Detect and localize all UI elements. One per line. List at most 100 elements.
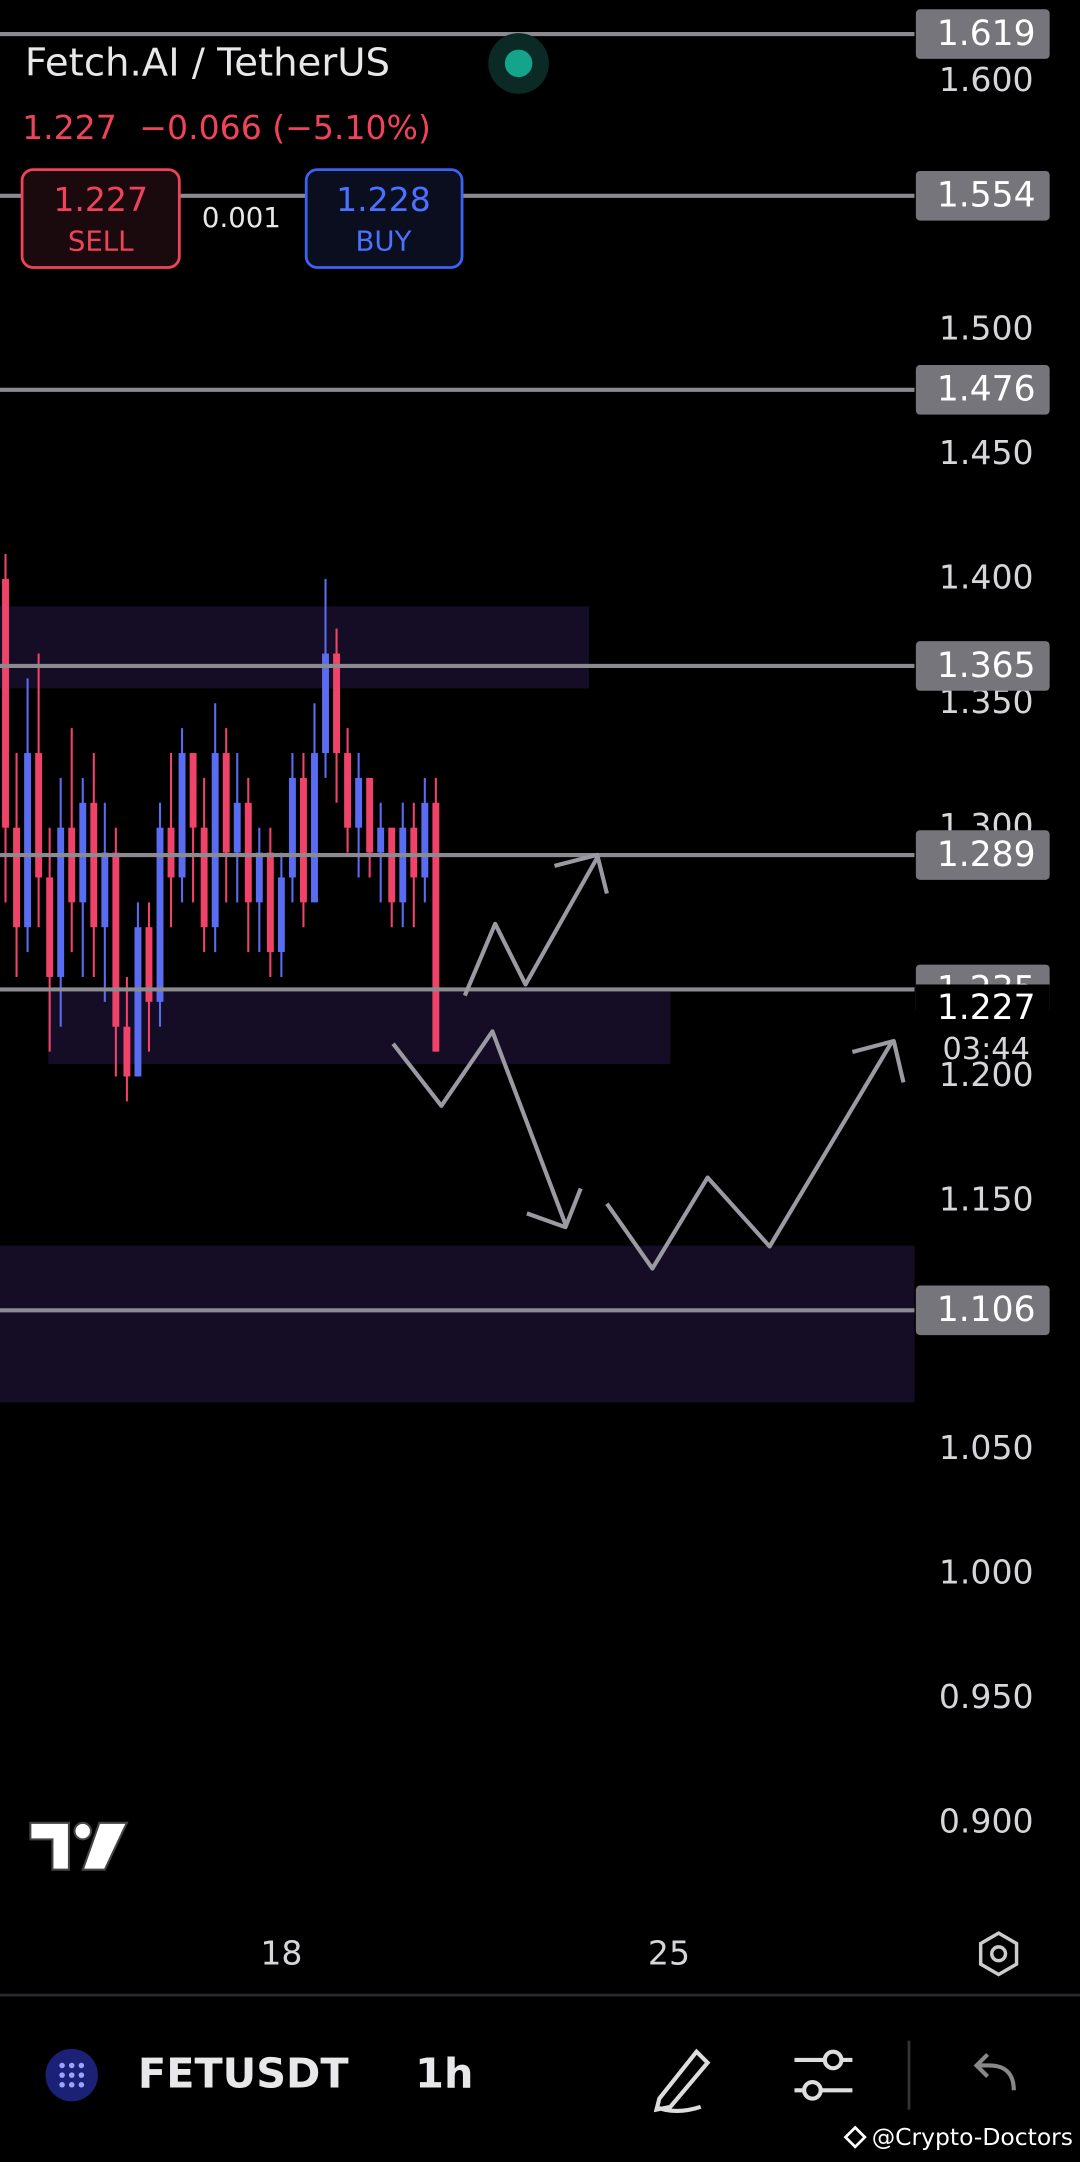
candle-body [211,753,219,928]
indicators-icon[interactable] [794,2049,853,2101]
candle-body [101,852,109,928]
candle-body [355,777,363,828]
level-label: 1.289 [937,835,1036,875]
sell-price[interactable]: 1.227 [53,180,148,219]
candle-body [24,753,32,928]
undo-icon[interactable] [973,2052,1016,2091]
watermark-icon [843,2125,867,2149]
y-tick-label: 1.400 [939,557,1034,596]
dot[interactable] [68,2082,75,2088]
level-label-box [915,830,1050,880]
knob[interactable] [822,2049,844,2071]
candle-body [244,802,252,903]
candle-body [57,827,65,977]
candle-body [255,852,263,903]
candle-body [399,827,407,903]
y-tick-label: 1.200 [939,1055,1034,1094]
interval-button[interactable]: 1h [415,2050,473,2098]
candle-body [189,753,197,828]
dot[interactable] [68,2062,75,2069]
spread: 0.001 [202,201,281,234]
candle-body [311,753,318,903]
candle-body [410,827,418,878]
logo-part [81,1821,129,1871]
level-label-box [915,170,1050,221]
candle-body [123,1026,131,1077]
plot [0,32,915,1403]
symbol-button[interactable]: FETUSDT [138,2050,349,2098]
bar-countdown: 03:44 [942,1032,1029,1067]
dot[interactable] [59,2062,65,2069]
watermark: @Crypto-Doctors [872,2123,1073,2151]
logo-part [29,1821,70,1871]
candle-body [366,777,374,853]
candle-body [277,877,285,953]
symbol-title: Fetch.AI / TetherUS [25,40,390,85]
buy-price[interactable]: 1.228 [336,180,431,219]
candle-body [2,578,9,828]
price-axis: 1.6001.5001.4501.4001.3501.3001.2001.150… [260,9,1050,1983]
dot[interactable] [59,2082,65,2088]
candle-body [333,653,340,754]
market-open-dot [504,49,533,78]
level-label-box [915,641,1050,691]
candle-body [112,852,120,1027]
candle-body [222,753,230,853]
y-tick-label: 1.600 [939,60,1034,99]
y-tick-label: 1.500 [939,309,1034,348]
zone [0,1245,915,1403]
level-label-box [915,365,1050,415]
zone [48,991,671,1065]
projection-drawings [391,852,906,1271]
level-label: 1.106 [937,1290,1036,1330]
buy-button[interactable]: 1.228 BUY [304,168,464,269]
knob[interactable] [802,2079,823,2101]
candle-body [266,852,274,953]
last-price-label: 1.227 [937,988,1036,1028]
candle-body [344,753,352,828]
y-tick-label: 1.000 [939,1553,1034,1592]
y-tick-label: 1.150 [939,1179,1034,1218]
candle-body [156,827,164,1002]
candle-body [432,802,440,1052]
settings-icon-core[interactable] [990,1945,1008,1963]
price-change: −0.066 (−5.10%) [139,108,431,147]
dot[interactable] [78,2072,85,2078]
x-tick-label: 25 [648,1934,690,1973]
dot[interactable] [78,2062,85,2069]
settings-icon[interactable] [978,1931,1019,1977]
level-label: 1.476 [937,370,1036,410]
drawing-arrow [391,1029,568,1226]
last-price-box [915,984,1050,1057]
sell-box[interactable] [20,168,181,269]
dot[interactable] [59,2072,65,2078]
tradingview-logo [29,1821,129,1871]
candle-body [13,827,20,928]
level-label: 1.554 [937,176,1036,216]
zone [0,606,589,689]
candle-body [167,827,175,878]
dot[interactable] [68,2072,75,2078]
dot[interactable] [78,2082,85,2088]
x-tick-label: 18 [260,1934,302,1973]
buy-box[interactable] [304,168,464,269]
level-label: 1.619 [937,14,1036,54]
draw-tool-icon[interactable] [653,2048,711,2114]
candle-body [178,753,186,878]
menu-dots[interactable] [59,2062,85,2088]
candle-body [79,802,87,903]
sell-button[interactable]: 1.227 SELL [20,168,181,269]
sell-label[interactable]: SELL [68,225,134,258]
y-tick-label: 1.050 [939,1428,1034,1467]
candle-body [388,827,396,903]
level-label: 1.365 [937,646,1036,686]
candle-body [200,827,208,928]
buy-label[interactable]: BUY [355,225,411,258]
y-tick-label: 0.900 [939,1801,1034,1840]
level-label-box [915,9,1050,59]
last-price: 1.227 [22,108,117,147]
arrow-head [851,1038,906,1083]
